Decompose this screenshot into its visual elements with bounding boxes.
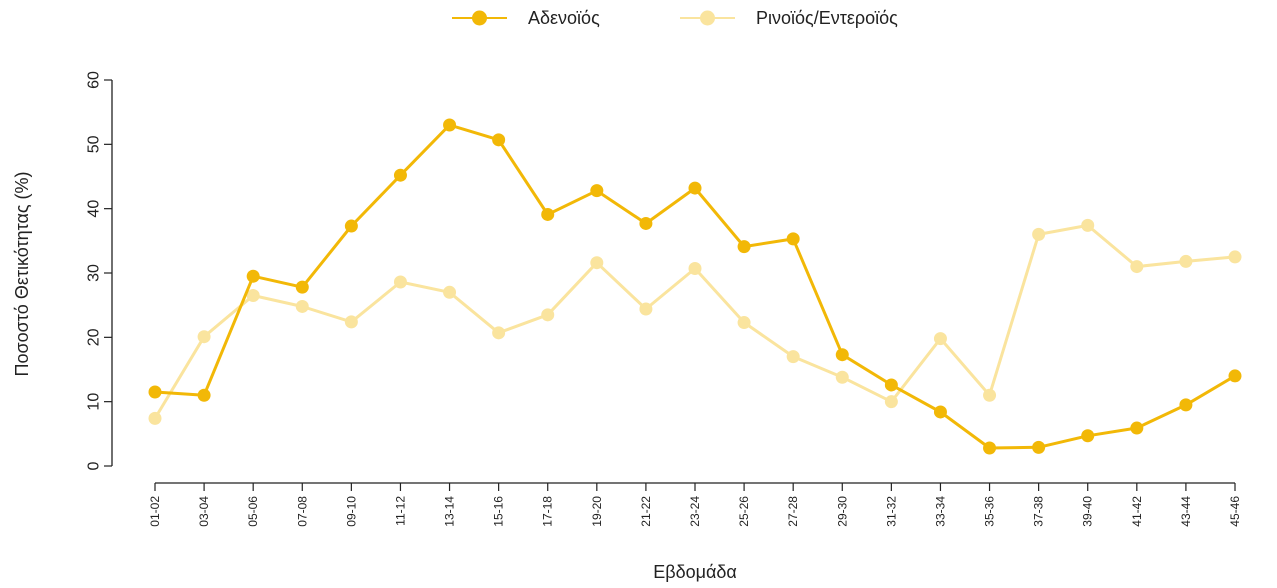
data-point [541,207,555,221]
data-point [1081,218,1095,232]
legend-label: Ρινοϊός/Εντεροϊός [756,8,898,28]
data-point [443,118,457,132]
x-tick-label: 11-12 [393,496,407,526]
data-point [393,168,407,182]
x-tick-label: 13-14 [443,496,457,527]
x-tick-label: 17-18 [541,496,555,527]
x-tick-label: 35-36 [983,496,997,527]
data-point [786,350,800,364]
data-point [1130,260,1144,274]
y-tick-label: 30 [86,264,103,282]
data-point [983,441,997,455]
data-point [197,330,211,344]
series-line [153,223,1237,420]
x-tick-label: 03-04 [197,496,211,527]
data-point [983,388,997,402]
y-tick-label: 20 [86,328,103,346]
data-point [1228,250,1242,264]
y-tick-label: 10 [86,393,103,411]
x-axis: 01-02 03-04 05-06 07-08 09-10 11-12 13-14 15-16… [148,482,1242,527]
data-point [295,280,309,294]
data-point [1032,227,1046,241]
data-point [443,285,457,299]
data-point [590,256,604,270]
series-1 [148,118,1242,455]
data-point [688,261,702,275]
series-2 [148,218,1242,425]
x-tick-label: 37-38 [1032,496,1046,527]
data-point [835,348,849,362]
data-point [344,219,358,233]
x-tick-label: 29-30 [835,496,849,527]
x-tick-label: 07-08 [295,496,309,527]
data-point [933,332,947,346]
data-point [393,275,407,289]
y-axis-title: Ποσοστό Θετικότητας (%) [12,171,32,376]
data-point [344,315,358,329]
data-point [786,232,800,246]
data-point [884,395,898,409]
data-point [639,302,653,316]
data-point [590,184,604,198]
data-point [737,316,751,330]
y-tick-label: 60 [86,71,103,89]
x-tick-label: 41-42 [1130,496,1144,527]
data-point [835,370,849,384]
data-point [541,308,555,322]
x-axis-title: Εβδομάδα [653,562,737,582]
legend-item-1: Αδενοϊός [452,8,600,28]
y-tick-label: 0 [86,461,103,470]
data-point [1130,421,1144,435]
x-tick-label: 31-32 [884,496,898,527]
series-group [148,118,1242,455]
data-point [148,385,162,399]
x-tick-label: 25-26 [737,496,751,527]
series-line [153,123,1237,450]
y-tick-label: 50 [86,135,103,153]
data-point [492,133,506,147]
x-tick-label: 21-22 [639,496,653,527]
x-tick-label: 05-06 [246,496,260,527]
legend: Αδενοϊός Ρινοϊός/Εντεροϊός [452,8,898,28]
data-point [492,326,506,340]
x-tick-label: 39-40 [1081,496,1095,527]
x-tick-label: 01-02 [148,496,162,527]
data-point [295,299,309,313]
data-point [933,405,947,419]
data-point [1179,398,1193,412]
x-tick-label: 23-24 [688,496,702,527]
x-tick-label: 43-44 [1179,496,1193,527]
data-point [1081,429,1095,443]
data-point [1228,369,1242,383]
x-tick-label: 15-16 [492,496,506,527]
data-point [197,388,211,402]
legend-item-2: Ρινοϊός/Εντεροϊός [680,8,898,28]
legend-marker [700,10,715,26]
data-point [639,216,653,230]
x-tick-label: 45-46 [1228,496,1242,527]
data-point [148,411,162,425]
data-point [688,181,702,195]
legend-label: Αδενοϊός [528,8,600,28]
x-tick-label: 33-34 [933,496,947,527]
data-point [1032,440,1046,454]
x-tick-label: 19-20 [590,496,604,527]
data-point [737,240,751,254]
legend-marker [472,10,487,26]
data-point [884,378,898,392]
y-axis: 0 10 20 30 40 50 60 [86,71,113,470]
x-tick-label: 27-28 [786,496,800,527]
data-point [246,289,260,303]
data-point [1179,254,1193,268]
data-point [246,269,260,283]
x-tick-label: 09-10 [344,496,358,527]
y-tick-label: 40 [86,200,103,218]
